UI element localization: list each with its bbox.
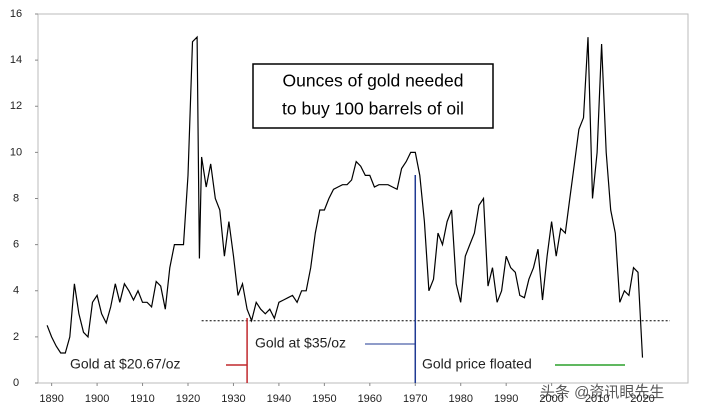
y-tick-label: 0 xyxy=(13,377,19,389)
x-tick-label: 1950 xyxy=(312,393,336,405)
y-tick-label: 8 xyxy=(13,192,19,204)
chart-title: to buy 100 barrels of oil xyxy=(282,99,464,119)
annotation: Gold price floated xyxy=(422,356,532,372)
x-tick-label: 1890 xyxy=(39,393,63,405)
title-box xyxy=(252,63,494,129)
x-tick-label: 2020 xyxy=(630,393,654,405)
watermark: 头条 @资讯眼先生 xyxy=(540,384,664,401)
chart-title: Ounces of gold needed xyxy=(283,71,464,91)
x-tick-label: 1930 xyxy=(221,393,245,405)
x-tick-label: 1940 xyxy=(267,393,291,405)
x-tick-label: 2010 xyxy=(585,393,609,405)
y-tick-label: 4 xyxy=(13,285,19,297)
y-tick-label: 10 xyxy=(10,146,22,158)
x-tick-label: 1970 xyxy=(403,393,427,405)
x-tick-label: 1960 xyxy=(358,393,382,405)
x-tick-label: 1990 xyxy=(494,393,518,405)
x-tick-label: 1920 xyxy=(176,393,200,405)
x-tick-label: 1910 xyxy=(130,393,154,405)
y-tick-label: 2 xyxy=(13,331,19,343)
y-tick-label: 6 xyxy=(13,239,19,251)
y-tick-label: 16 xyxy=(10,8,22,20)
x-tick-label: 1980 xyxy=(448,393,472,405)
annotation: Gold at $35/oz xyxy=(255,335,346,351)
x-tick-label: 2000 xyxy=(539,393,563,405)
annotation: Gold at $20.67/oz xyxy=(70,356,181,372)
x-tick-label: 1900 xyxy=(85,393,109,405)
y-tick-label: 12 xyxy=(10,100,22,112)
data-line xyxy=(46,35,644,358)
y-tick-label: 14 xyxy=(10,54,22,66)
